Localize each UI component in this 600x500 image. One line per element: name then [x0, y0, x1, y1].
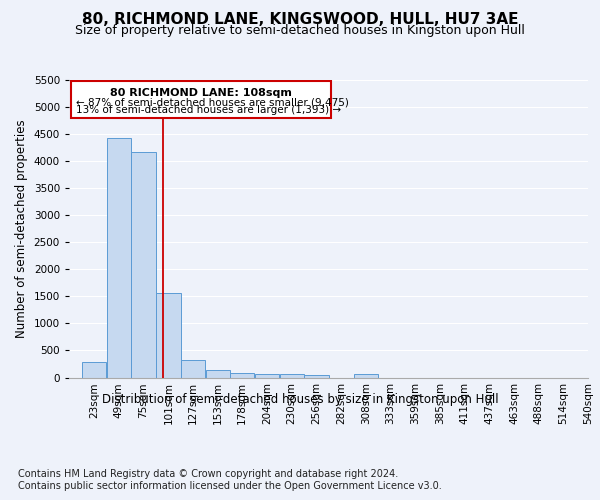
Bar: [206, 370, 230, 378]
Bar: [304, 375, 329, 378]
Bar: [254, 374, 279, 378]
Text: Contains public sector information licensed under the Open Government Licence v3: Contains public sector information licen…: [18, 481, 442, 491]
Text: ← 87% of semi-detached houses are smaller (9,475): ← 87% of semi-detached houses are smalle…: [76, 97, 349, 107]
Bar: [71, 81, 331, 118]
Text: Size of property relative to semi-detached houses in Kingston upon Hull: Size of property relative to semi-detach…: [75, 24, 525, 37]
Bar: [354, 374, 379, 378]
Y-axis label: Number of semi-detached properties: Number of semi-detached properties: [15, 120, 28, 338]
Bar: [82, 362, 106, 378]
Text: 13% of semi-detached houses are larger (1,393) →: 13% of semi-detached houses are larger (…: [76, 106, 341, 116]
Text: Contains HM Land Registry data © Crown copyright and database right 2024.: Contains HM Land Registry data © Crown c…: [18, 469, 398, 479]
Bar: [181, 360, 205, 378]
Text: Distribution of semi-detached houses by size in Kingston upon Hull: Distribution of semi-detached houses by …: [101, 392, 499, 406]
Bar: [107, 138, 131, 378]
Bar: [156, 293, 181, 378]
Bar: [131, 152, 156, 378]
Bar: [280, 374, 304, 378]
Bar: [230, 373, 254, 378]
Text: 80 RICHMOND LANE: 108sqm: 80 RICHMOND LANE: 108sqm: [110, 88, 292, 98]
Text: 80, RICHMOND LANE, KINGSWOOD, HULL, HU7 3AE: 80, RICHMOND LANE, KINGSWOOD, HULL, HU7 …: [82, 12, 518, 28]
